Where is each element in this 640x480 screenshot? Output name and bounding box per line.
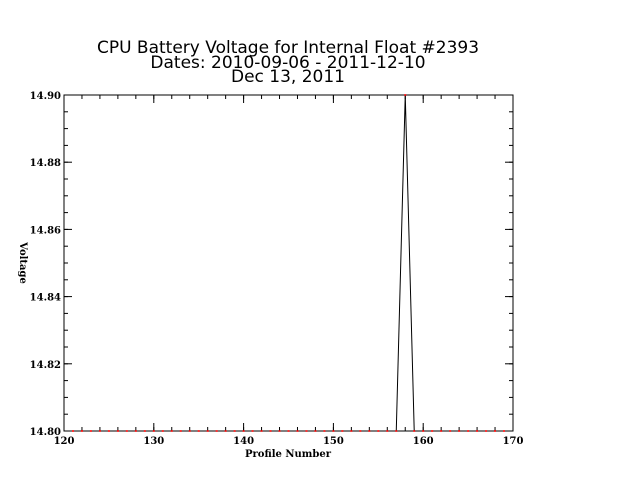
chart-title-line: CPU Battery Voltage for Internal Float #…	[97, 38, 479, 58]
data-series	[71, 94, 506, 432]
plot-area-frame	[63, 94, 514, 432]
chart-title: CPU Battery Voltage for Internal Float #…	[97, 38, 479, 87]
x-tick-label: 160	[413, 436, 434, 447]
y-tick-label: 14.80	[30, 427, 61, 438]
y-axis-label: Voltage	[17, 241, 28, 284]
y-tick-label: 14.88	[30, 158, 61, 169]
y-tick-label: 14.86	[30, 225, 61, 236]
y-tick-label: 14.82	[30, 360, 61, 371]
x-tick-label: 150	[323, 436, 344, 447]
axis-ticks	[63, 94, 514, 432]
x-axis-tick-labels: 120 130 140 150 160 170	[54, 436, 524, 447]
series-line	[72, 94, 505, 432]
y-tick-label: 14.90	[30, 91, 61, 102]
x-tick-label: 140	[233, 436, 254, 447]
y-tick-label: 14.84	[30, 293, 61, 304]
y-axis-tick-labels: 14.80 14.82 14.84 14.86 14.88 14.90	[30, 91, 61, 438]
x-tick-label: 130	[143, 436, 164, 447]
chart-subtitle-dates: Dates: 2010-09-06 - 2011-12-10	[150, 53, 425, 73]
x-tick-label: 170	[503, 436, 524, 447]
chart-subtitle-date: Dec 13, 2011	[231, 67, 345, 87]
x-axis-label: Profile Number	[245, 449, 332, 460]
x-tick-label: 120	[54, 436, 75, 447]
